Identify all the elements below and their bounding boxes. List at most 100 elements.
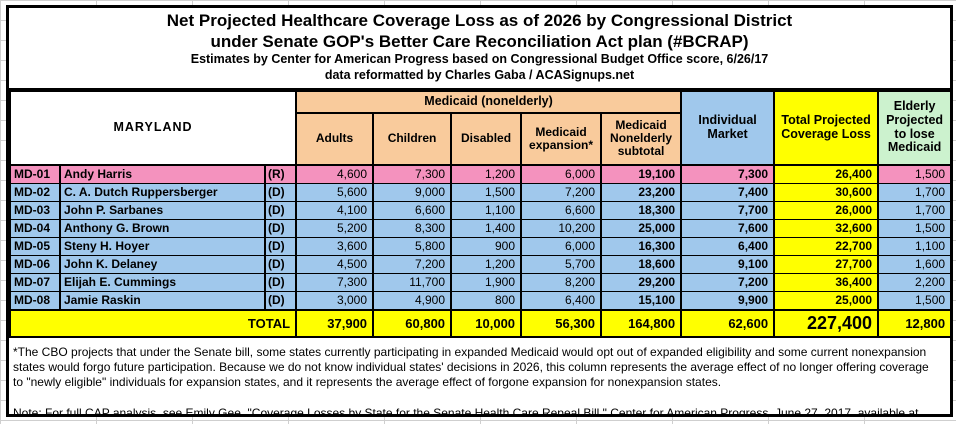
cell-subtotal: 18,300 bbox=[600, 200, 683, 220]
cell-subtotal: 16,300 bbox=[600, 236, 683, 256]
cell-subtotal: 23,200 bbox=[600, 182, 683, 202]
cell-total: 25,000 bbox=[773, 290, 880, 311]
col-header-total-loss: Total Projected Coverage Loss bbox=[773, 89, 880, 166]
col-header-subtotal: Medicaid Nonelderly subtotal bbox=[600, 111, 683, 166]
coverage-loss-table-container: Net Projected Healthcare Coverage Loss a… bbox=[6, 5, 953, 417]
cell-disabled: 1,400 bbox=[450, 218, 523, 238]
footnotes: *The CBO projects that under the Senate … bbox=[9, 337, 950, 417]
cell-adults: 3,600 bbox=[295, 236, 375, 256]
cell-elderly: 2,200 bbox=[877, 272, 950, 292]
cell-total: 30,600 bbox=[773, 182, 880, 202]
total-expansion: 56,300 bbox=[520, 308, 603, 338]
cell-party: (D) bbox=[263, 272, 298, 292]
table-row-md06: MD-06 John K. Delaney (D) 4,500 7,200 1,… bbox=[9, 254, 950, 274]
table-row-md04: MD-04 Anthony G. Brown (D) 5,200 8,300 1… bbox=[9, 218, 950, 238]
cell-individual: 9,100 bbox=[680, 254, 776, 274]
cell-adults: 7,300 bbox=[295, 272, 375, 292]
cell-name: John K. Delaney bbox=[59, 254, 266, 274]
total-individual: 62,600 bbox=[680, 308, 776, 338]
cell-party: (D) bbox=[263, 182, 298, 202]
cell-subtotal: 29,200 bbox=[600, 272, 683, 292]
cell-subtotal: 18,600 bbox=[600, 254, 683, 274]
total-adults: 37,900 bbox=[295, 308, 375, 338]
cell-name: Andy Harris bbox=[59, 164, 266, 184]
cell-total: 36,400 bbox=[773, 272, 880, 292]
cell-children: 6,600 bbox=[372, 200, 453, 220]
title-line-2: under Senate GOP's Better Care Reconcili… bbox=[210, 31, 749, 51]
cell-children: 7,300 bbox=[372, 164, 453, 184]
cell-individual: 7,700 bbox=[680, 200, 776, 220]
cell-expansion: 6,400 bbox=[520, 290, 603, 311]
cell-party: (D) bbox=[263, 254, 298, 274]
cell-expansion: 6,000 bbox=[520, 236, 603, 256]
cell-individual: 7,400 bbox=[680, 182, 776, 202]
cell-district: MD-06 bbox=[9, 254, 61, 274]
cell-individual: 7,300 bbox=[680, 164, 776, 184]
footnote-expansion-note: *The CBO projects that under the Senate … bbox=[13, 344, 929, 390]
cell-total: 32,600 bbox=[773, 218, 880, 238]
cell-expansion: 10,200 bbox=[520, 218, 603, 238]
cell-disabled: 800 bbox=[450, 290, 523, 311]
cell-name: Jamie Raskin bbox=[59, 290, 266, 311]
col-header-children: Children bbox=[372, 111, 453, 166]
cell-children: 9,000 bbox=[372, 182, 453, 202]
cell-district: MD-08 bbox=[9, 290, 61, 311]
table-row-md03: MD-03 John P. Sarbanes (D) 4,100 6,600 1… bbox=[9, 200, 950, 220]
cell-district: MD-02 bbox=[9, 182, 61, 202]
cell-total: 22,700 bbox=[773, 236, 880, 256]
cell-district: MD-04 bbox=[9, 218, 61, 238]
cell-elderly: 1,700 bbox=[877, 182, 950, 202]
cell-expansion: 5,700 bbox=[520, 254, 603, 274]
cell-expansion: 7,200 bbox=[520, 182, 603, 202]
cell-district: MD-07 bbox=[9, 272, 61, 292]
cell-district: MD-03 bbox=[9, 200, 61, 220]
subtitle-line-2: data reformatted by Charles Gaba / ACASi… bbox=[324, 68, 635, 83]
table-row-md02: MD-02 C. A. Dutch Ruppersberger (D) 5,60… bbox=[9, 182, 950, 202]
grand-total: 227,400 bbox=[773, 308, 880, 338]
col-header-expansion: Medicaid expansion* bbox=[520, 111, 603, 166]
cell-disabled: 1,100 bbox=[450, 200, 523, 220]
cell-expansion: 6,000 bbox=[520, 164, 603, 184]
cell-total: 26,000 bbox=[773, 200, 880, 220]
coverage-table: MARYLAND Medicaid (nonelderly) Individua… bbox=[9, 89, 950, 338]
cell-disabled: 1,500 bbox=[450, 182, 523, 202]
col-header-adults: Adults bbox=[295, 111, 375, 166]
cell-name: C. A. Dutch Ruppersberger bbox=[59, 182, 266, 202]
group-header-row: MARYLAND Medicaid (nonelderly) Individua… bbox=[9, 89, 950, 166]
cell-adults: 5,200 bbox=[295, 218, 375, 238]
cell-disabled: 1,900 bbox=[450, 272, 523, 292]
cell-party: (R) bbox=[263, 164, 298, 184]
footnote-source-note: Note: For full CAP analysis, see Emily G… bbox=[13, 405, 919, 417]
cell-total: 27,700 bbox=[773, 254, 880, 274]
cell-name: Anthony G. Brown bbox=[59, 218, 266, 238]
total-children: 60,800 bbox=[372, 308, 453, 338]
column-header-row: Adults Children Disabled Medicaid expans… bbox=[10, 111, 950, 166]
cell-adults: 3,000 bbox=[295, 290, 375, 311]
col-header-disabled: Disabled bbox=[450, 111, 523, 166]
cell-adults: 4,100 bbox=[295, 200, 375, 220]
total-label: TOTAL bbox=[9, 308, 298, 338]
table-row-md01: MD-01 Andy Harris (R) 4,600 7,300 1,200 … bbox=[9, 164, 950, 184]
cell-party: (D) bbox=[263, 218, 298, 238]
state-name: MARYLAND bbox=[9, 89, 298, 166]
cell-subtotal: 25,000 bbox=[600, 218, 683, 238]
cell-district: MD-05 bbox=[9, 236, 61, 256]
cell-party: (D) bbox=[263, 200, 298, 220]
cell-name: Steny H. Hoyer bbox=[59, 236, 266, 256]
table-row-md08: MD-08 Jamie Raskin (D) 3,000 4,900 800 6… bbox=[9, 290, 950, 311]
cell-adults: 4,500 bbox=[295, 254, 375, 274]
cell-name: John P. Sarbanes bbox=[59, 200, 266, 220]
cell-subtotal: 15,100 bbox=[600, 290, 683, 311]
cell-children: 11,700 bbox=[372, 272, 453, 292]
cell-children: 5,800 bbox=[372, 236, 453, 256]
cell-disabled: 1,200 bbox=[450, 254, 523, 274]
medicaid-group-header: Medicaid (nonelderly) bbox=[295, 89, 683, 114]
subtitle-line-1: Estimates by Center for American Progres… bbox=[190, 52, 769, 67]
cell-elderly: 1,500 bbox=[877, 290, 950, 311]
col-header-elderly: Elderly Projected to lose Medicaid bbox=[877, 89, 950, 166]
cell-individual: 6,400 bbox=[680, 236, 776, 256]
table-row-md05: MD-05 Steny H. Hoyer (D) 3,600 5,800 900… bbox=[9, 236, 950, 256]
table-row-md07: MD-07 Elijah E. Cummings (D) 7,300 11,70… bbox=[9, 272, 950, 292]
total-subtotal: 164,800 bbox=[600, 308, 683, 338]
